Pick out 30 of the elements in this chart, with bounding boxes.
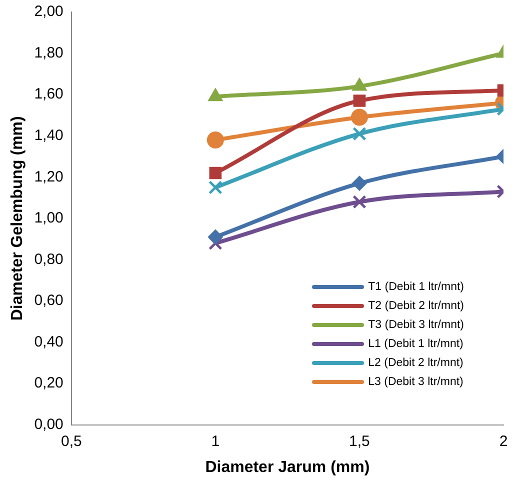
point	[352, 176, 367, 191]
y-tick-label: 0,40	[34, 333, 64, 350]
y-tick-label: 1,60	[34, 86, 64, 103]
point	[209, 166, 222, 180]
legend-label: T2 (Debit 2 ltr/mnt)	[368, 300, 464, 312]
y-tick-label: 1,40	[34, 126, 64, 144]
y-tick-label: 0,80	[34, 250, 64, 268]
legend-label: L2 (Debit 2 ltr/mnt)	[368, 356, 464, 368]
point	[350, 108, 368, 126]
y-tick-label: 2,00	[34, 3, 64, 20]
point	[206, 131, 224, 148]
point	[208, 229, 223, 244]
y-tick-label: 0,00	[34, 416, 64, 433]
legend-label: L3 (Debit 3 ltr/mnt)	[368, 376, 464, 388]
y-tick-label: 1,00	[34, 210, 64, 227]
x-tick-label: 1,5	[349, 432, 370, 450]
x-tick-label: 0,5	[60, 432, 82, 450]
y-tick-label: 1,20	[34, 168, 64, 186]
legend-label: L1 (Debit 1 ltr/mnt)	[368, 338, 464, 350]
y-tick-label: 0,20	[34, 374, 64, 392]
y-tick-label: 0,60	[34, 292, 64, 310]
x-axis-title: Diameter Jarum (mm)	[205, 458, 370, 476]
y-axis-title: Diameter Gelembung (mm)	[9, 116, 26, 321]
legend-label: T3 (Debit 3 ltr/mnt)	[368, 318, 464, 330]
point	[208, 236, 222, 250]
x-tick-label: 1	[211, 432, 220, 450]
point	[208, 180, 222, 194]
legend-label: T1 (Debit 1 ltr/mnt)	[368, 280, 464, 292]
y-tick-label: 1,80	[34, 44, 64, 62]
x-tick-label: 2	[499, 432, 508, 450]
